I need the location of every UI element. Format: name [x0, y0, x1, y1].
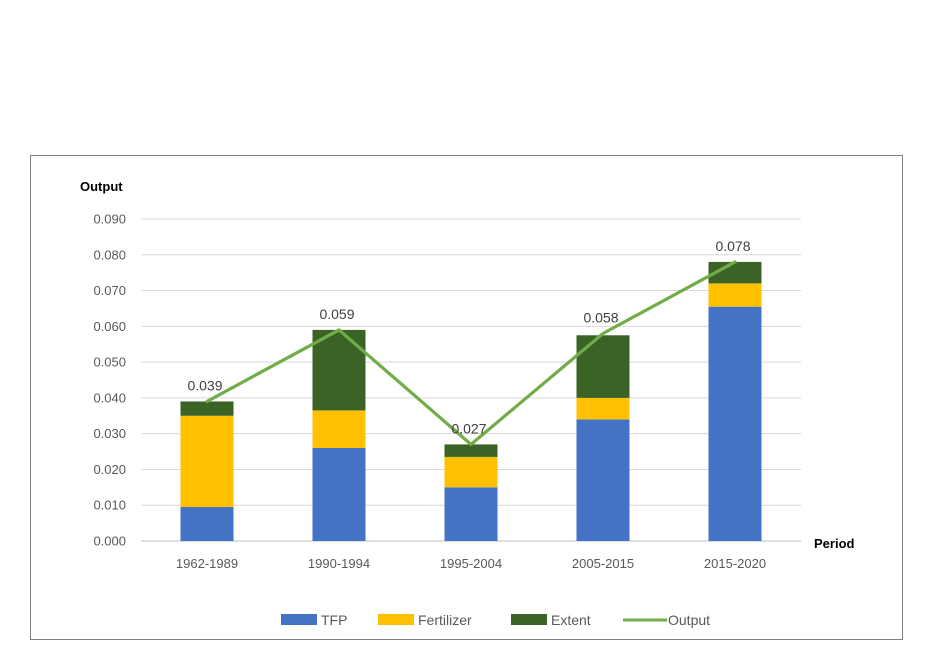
axes: Output Period 0.000 0.010 0.020 0.030 0.040 0…	[80, 179, 855, 571]
bar-segment-tfp	[444, 487, 498, 541]
bar-segment-extent	[180, 401, 234, 416]
legend-swatch-extent	[511, 614, 547, 625]
x-tick-label: 2015-2020	[704, 556, 766, 571]
bar-segment-fertilizer	[444, 456, 498, 488]
data-labels: 0.039 0.059 0.027 0.058 0.078	[187, 238, 750, 436]
y-tick-label: 0.070	[93, 283, 126, 298]
output-data-label: 0.039	[187, 377, 222, 393]
y-tick-label: 0.050	[93, 355, 126, 370]
legend-label-output: Output	[668, 612, 710, 628]
bar-segment-fertilizer	[312, 410, 366, 448]
bar-segment-tfp	[576, 419, 630, 541]
x-axis-title: Period	[814, 536, 855, 551]
bar-segment-fertilizer	[180, 415, 234, 508]
bar-segment-tfp	[180, 507, 234, 541]
bar-segment-tfp	[708, 306, 762, 541]
y-tick-label: 0.020	[93, 462, 126, 477]
chart-frame: 0.039 0.059 0.027 0.058 0.078 Output Period …	[30, 155, 903, 640]
output-data-label: 0.059	[319, 306, 354, 322]
y-tick-label: 0.000	[93, 534, 126, 549]
output-line-path	[205, 260, 737, 446]
legend: TFP Fertilizer Extent Output	[281, 612, 710, 628]
x-tick-label: 2005-2015	[572, 556, 634, 571]
legend-swatch-tfp	[281, 614, 317, 625]
y-tick-label: 0.040	[93, 390, 126, 405]
y-axis-title: Output	[80, 179, 123, 194]
x-tick-label: 1995-2004	[440, 556, 502, 571]
output-decomposition-chart: 0.039 0.059 0.027 0.058 0.078 Output Period …	[80, 179, 855, 628]
output-data-label: 0.027	[451, 420, 486, 436]
legend-swatch-fertilizer	[378, 614, 414, 625]
y-tick-label: 0.060	[93, 319, 126, 334]
y-tick-label: 0.090	[93, 212, 126, 227]
y-tick-label: 0.010	[93, 498, 126, 513]
gridlines	[141, 218, 801, 542]
bar-segment-fertilizer	[708, 283, 762, 307]
y-tick-label: 0.030	[93, 426, 126, 441]
bar-segment-extent	[312, 329, 366, 411]
output-line	[205, 260, 737, 446]
bar-segment-extent	[576, 335, 630, 398]
bar-segment-extent	[444, 444, 498, 457]
legend-label-tfp: TFP	[321, 612, 347, 628]
legend-label-extent: Extent	[551, 612, 591, 628]
stacked-bars	[180, 261, 762, 541]
bar-segment-fertilizer	[576, 397, 630, 420]
output-data-label: 0.078	[715, 238, 750, 254]
output-data-label: 0.058	[583, 309, 618, 325]
x-tick-label: 1962-1989	[176, 556, 238, 571]
x-tick-label: 1990-1994	[308, 556, 370, 571]
legend-label-fertilizer: Fertilizer	[418, 612, 472, 628]
y-tick-label: 0.080	[93, 247, 126, 262]
bar-segment-tfp	[312, 447, 366, 541]
